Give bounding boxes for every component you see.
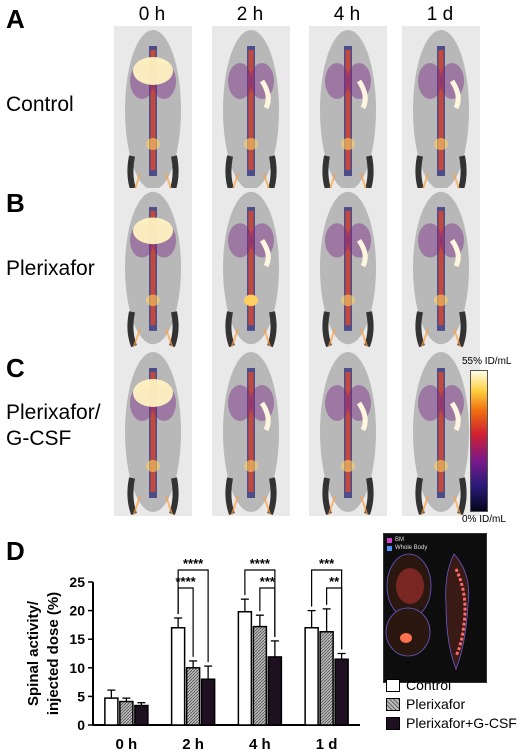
time-label-0h: 0 h (138, 4, 166, 25)
group-label-combo-line1: Plerixafor/ (6, 401, 101, 424)
bar (170, 627, 186, 726)
legend-swatch-control (386, 678, 400, 692)
significance-label: **** (183, 556, 204, 571)
pet-image-graphic (223, 191, 279, 348)
bar (119, 700, 134, 726)
pet-image-combo-2 (309, 348, 387, 516)
colorbar (470, 370, 488, 512)
colorbar-min-label: 0% ID/mL (462, 514, 506, 525)
pet-image-graphic (413, 352, 469, 516)
significance-label: **** (176, 574, 197, 589)
group-label-control: Control (6, 93, 74, 116)
bar (252, 625, 268, 726)
panel-letter-a: A (6, 4, 25, 34)
bar (304, 627, 319, 726)
y-axis-label: Spinal activity/ (25, 600, 42, 706)
y-tick-label: 20 (69, 603, 85, 619)
pet-image-graphic (320, 352, 376, 516)
inset-legend-bm-label: BM (395, 537, 404, 543)
pet-image-combo-3 (402, 348, 480, 516)
legend-plerixafor: Plerixafor (386, 696, 465, 712)
y-tick-label: 10 (69, 660, 85, 676)
pet-image-graphic (125, 191, 181, 348)
legend-control: Control (386, 677, 451, 693)
pet-image-graphic (125, 352, 181, 516)
x-tick-label: 1 d (316, 736, 338, 753)
pet-image-graphic (413, 191, 469, 348)
pet-image-plerixafor-2 (309, 188, 387, 348)
x-tick-label: 4 h (249, 736, 271, 753)
panel-letter-b: B (6, 188, 25, 218)
panel-letter-c: C (6, 353, 25, 383)
bm-swatch (387, 537, 392, 543)
pet-image-plerixafor-1 (212, 188, 290, 348)
inset-pet-image: BM Whole Body (383, 533, 487, 683)
legend-swatch-combo (386, 716, 400, 730)
whole-body-swatch (387, 545, 392, 551)
bar (134, 704, 149, 726)
y-tick-label: 5 (77, 688, 85, 704)
significance-bracket (177, 587, 194, 657)
y-axis-label: injected dose (%) (45, 592, 62, 715)
bar (334, 658, 349, 726)
pet-image-control-1 (212, 26, 290, 194)
time-label-1d: 1 d (426, 4, 454, 25)
pet-image-graphic (223, 352, 279, 516)
legend-swatch-plerixafor (386, 697, 400, 711)
x-tick-label: 0 h (116, 736, 138, 753)
y-tick-label: 15 (69, 631, 85, 647)
inset-legend-whole-body-label: Whole Body (395, 545, 428, 551)
pet-image-control-0 (114, 26, 192, 194)
panel-letter-d: D (6, 536, 25, 566)
pet-image-graphic (223, 30, 279, 194)
pet-image-control-2 (309, 26, 387, 194)
pet-image-graphic (320, 191, 376, 348)
y-tick-label: 0 (77, 717, 85, 733)
pet-image-control-3 (402, 26, 480, 194)
inset-legend-whole-body: Whole Body (387, 545, 427, 551)
pet-image-plerixafor-3 (402, 188, 480, 348)
bar (104, 697, 119, 726)
x-tick-label: 2 h (182, 736, 204, 753)
significance-bracket (326, 587, 343, 650)
legend-combo: Plerixafor+G-CSF (386, 715, 517, 731)
pet-image-combo-0 (114, 348, 192, 516)
pet-image-combo-1 (212, 348, 290, 516)
bar (200, 678, 216, 726)
significance-label: *** (260, 574, 276, 589)
time-label-4h: 4 h (333, 4, 361, 25)
pet-image-graphic (320, 30, 376, 194)
y-tick-label: 25 (69, 574, 85, 590)
bar (237, 610, 253, 726)
bar (267, 656, 283, 726)
pet-image-plerixafor-0 (114, 188, 192, 348)
group-label-combo-line2: G-CSF (6, 427, 72, 450)
inset-graphic (385, 553, 470, 671)
significance-label: *** (319, 556, 335, 571)
group-label-plerixafor: Plerixafor (6, 257, 95, 280)
legend-label-plerixafor: Plerixafor (406, 696, 466, 712)
significance-label: **** (250, 556, 271, 571)
legend-label-control: Control (406, 677, 452, 693)
bar (319, 631, 334, 726)
bar-chart: 0 5 10 15 20 25 Spinal activity/injected dose … (25, 556, 360, 753)
time-label-2h: 2 h (236, 4, 264, 25)
colorbar-max-label: 55% ID/mL (462, 356, 512, 367)
pet-image-graphic (413, 30, 469, 194)
legend-label-combo: Plerixafor+G-CSF (406, 715, 517, 731)
significance-label: ** (329, 574, 340, 589)
inset-legend-bm: BM (387, 537, 404, 543)
significance-bracket (259, 587, 276, 637)
pet-image-graphic (125, 30, 181, 194)
bar (185, 667, 201, 726)
